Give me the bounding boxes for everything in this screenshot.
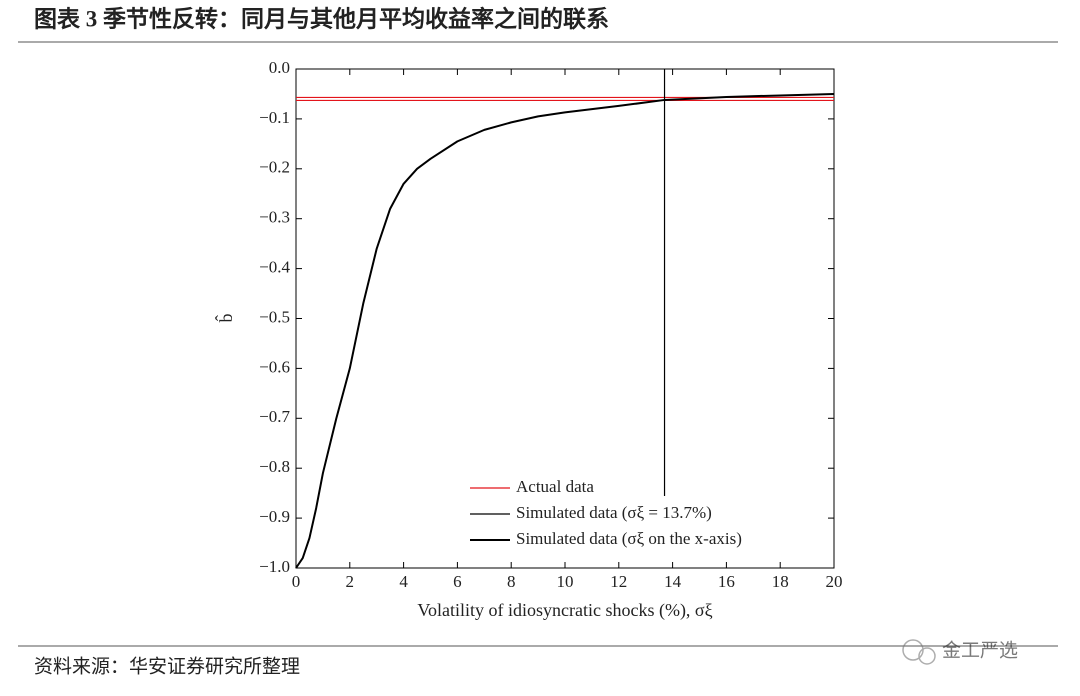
simulated-curve: [295, 92, 835, 569]
x-axis-label: Volatility of idiosyncratic shocks (%), …: [417, 600, 712, 621]
y-tick-label: −0.4: [259, 258, 290, 277]
y-axis-label: b̂: [215, 314, 236, 323]
source-note: 资料来源：华安证券研究所整理: [34, 655, 300, 677]
legend-label: Simulated data (σξ = 13.7%): [516, 503, 712, 522]
y-tick-label: −0.8: [259, 457, 290, 476]
x-tick-label: 2: [346, 572, 355, 591]
y-tick-label: 0.0: [269, 58, 290, 77]
x-tick-label: 10: [557, 572, 574, 591]
watermark: 金工严选: [902, 639, 1018, 665]
x-tick-label: 18: [772, 572, 789, 591]
x-tick-label: 12: [610, 572, 627, 591]
y-tick-label: −0.6: [259, 357, 290, 376]
watermark-text: 金工严选: [942, 639, 1018, 661]
y-tick-label: −0.2: [259, 158, 290, 177]
y-tick-label: −0.9: [259, 507, 290, 526]
x-tick-label: 14: [664, 572, 682, 591]
x-tick-label: 16: [718, 572, 735, 591]
x-tick-label: 20: [826, 572, 843, 591]
y-tick-label: −0.5: [259, 307, 290, 326]
figure-title: 图表 3 季节性反转：同月与其他月平均收益率之间的联系: [34, 5, 609, 31]
y-tick-label: −0.7: [259, 407, 290, 426]
x-tick-label: 0: [292, 572, 301, 591]
legend-label: Actual data: [516, 477, 594, 496]
x-tick-label: 6: [453, 572, 462, 591]
watermark-icon: [902, 639, 924, 661]
x-tick-label: 4: [399, 572, 408, 591]
y-tick-label: −0.3: [259, 208, 290, 227]
watermark-icon: [918, 647, 936, 665]
y-tick-label: −0.1: [259, 108, 290, 127]
y-tick-label: −1.0: [259, 557, 290, 576]
x-tick-label: 8: [507, 572, 516, 591]
legend-label: Simulated data (σξ on the x-axis): [516, 529, 742, 548]
